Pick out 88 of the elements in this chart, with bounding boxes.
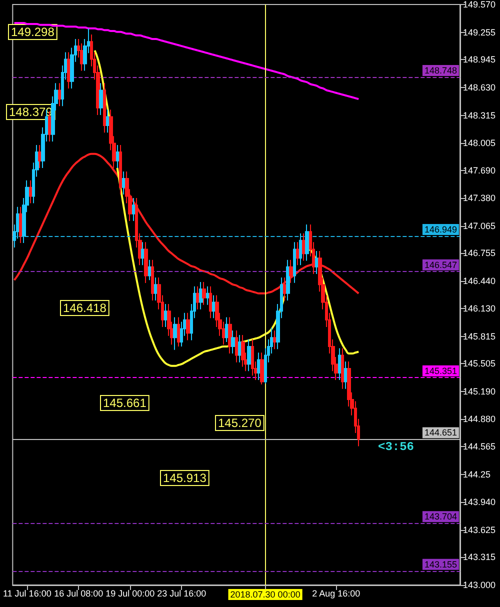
candlestick xyxy=(241,334,245,368)
candlestick xyxy=(344,360,348,390)
y-tick-label: 145.190 xyxy=(463,386,496,396)
candlestick xyxy=(58,82,61,107)
y-tick-label: 144.880 xyxy=(463,414,496,424)
candlestick xyxy=(260,352,264,385)
ref-line-label: 145.351 xyxy=(424,366,457,376)
x-tick-label: 23 Jul 16:00 xyxy=(157,588,206,598)
candlestick xyxy=(103,82,106,134)
y-tick-label: 148.315 xyxy=(463,110,496,120)
ref-line-label: 144.651 xyxy=(424,428,457,438)
y-tick-label: 143.315 xyxy=(463,552,496,562)
candlestick xyxy=(29,180,32,204)
x-tick-label: 2 Aug 16:00 xyxy=(312,588,360,598)
candlestick xyxy=(199,281,203,310)
candlestick xyxy=(296,242,299,266)
y-tick-label: 149.570 xyxy=(463,0,496,10)
candlestick xyxy=(273,330,277,350)
candlestick xyxy=(206,286,209,306)
annotation: 145.913 xyxy=(163,471,207,485)
candlestick xyxy=(305,224,309,262)
y-tick-label: 146.440 xyxy=(463,276,496,286)
candlestick xyxy=(148,259,151,281)
candlestick xyxy=(257,352,261,381)
candlestick xyxy=(99,82,103,116)
ref-line-label: 143.704 xyxy=(424,512,457,522)
candlestick xyxy=(177,316,180,347)
y-tick-label: 146.130 xyxy=(463,303,496,314)
candlestick xyxy=(186,312,190,341)
annotation: 145.270 xyxy=(218,416,262,430)
y-tick-label: 147.690 xyxy=(463,166,496,176)
candlestick xyxy=(315,250,319,274)
ref-line-label: 148.748 xyxy=(424,65,457,76)
candlestick xyxy=(132,198,135,222)
candlestick xyxy=(141,242,145,266)
y-tick-label: 144.565 xyxy=(463,442,496,452)
y-tick-label: 147.380 xyxy=(463,193,496,203)
y-tick-label: 148.945 xyxy=(463,54,496,65)
candlestick xyxy=(154,277,158,301)
candlestick xyxy=(228,316,232,354)
candlestick xyxy=(151,259,154,301)
y-tick-label: 147.065 xyxy=(463,220,496,231)
y-tick-label: 145.505 xyxy=(463,358,496,369)
line-series xyxy=(13,22,360,100)
candlestick xyxy=(231,330,235,354)
ref-line-label: 146.547 xyxy=(424,260,457,270)
candlestick xyxy=(235,330,238,363)
candlestick xyxy=(251,338,254,376)
candlestick xyxy=(38,144,42,168)
x-tick-label: 16 Jul 08:00 xyxy=(54,588,104,598)
ref-line-label: 146.949 xyxy=(424,224,457,234)
x-tick-label: 19 Jul 00:00 xyxy=(106,588,155,598)
y-tick-label: 145.815 xyxy=(463,331,496,342)
candlestick xyxy=(289,259,293,284)
candlestick xyxy=(293,242,296,284)
y-tick-label: 143.940 xyxy=(463,496,496,507)
candlestick xyxy=(247,338,251,372)
candlestick xyxy=(19,206,22,244)
annotation: 146.418 xyxy=(63,301,107,315)
candlestick xyxy=(209,286,212,319)
y-tick-label: 143.625 xyxy=(463,524,496,535)
candlestick xyxy=(173,316,177,350)
candlestick xyxy=(341,348,344,390)
candlestick xyxy=(196,286,199,310)
candlestick xyxy=(286,259,290,301)
x-tick-label: 2018.07.30 00:00 xyxy=(230,590,300,600)
candlestick xyxy=(164,304,167,328)
y-tick-label: 146.755 xyxy=(463,248,496,258)
candlestick xyxy=(202,281,206,306)
annotation: 149.298 xyxy=(11,25,55,39)
candlestick xyxy=(338,348,341,381)
candlestick xyxy=(238,334,241,363)
ref-line-label: 143.155 xyxy=(424,559,457,570)
y-tick-label: 149.255 xyxy=(463,27,496,38)
candlestick xyxy=(212,294,216,319)
candlestick xyxy=(116,144,119,168)
candlestick xyxy=(144,242,148,284)
candlestick xyxy=(299,232,302,266)
annotation: 145.661 xyxy=(103,396,147,410)
y-tick-label: 143.000 xyxy=(463,580,496,590)
y-tick-label: 148.630 xyxy=(463,82,496,93)
y-tick-label: 148.005 xyxy=(463,138,496,148)
candlestick xyxy=(225,316,228,343)
annotation: <3:56 xyxy=(378,440,414,454)
x-tick-label: 11 Jul 16:00 xyxy=(2,588,52,598)
candlestick xyxy=(122,170,125,195)
y-tick-label: 144.25 xyxy=(463,470,491,480)
candlestick xyxy=(106,109,109,134)
